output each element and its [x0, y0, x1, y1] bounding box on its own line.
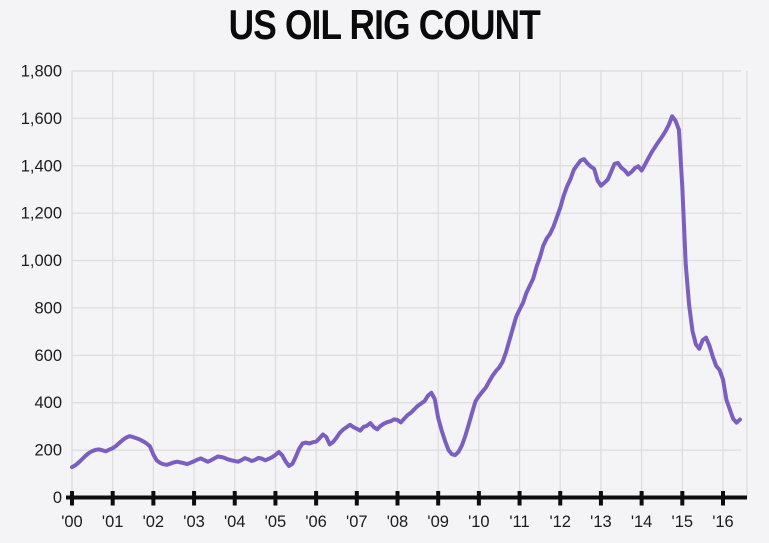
x-tick-label-02: '02 [143, 513, 165, 531]
x-tick-label-00: '00 [61, 513, 83, 531]
x-tick-label-13: '13 [590, 513, 612, 531]
y-tick-label-200: 200 [34, 442, 62, 460]
y-tick-label-1200: 1,200 [21, 205, 62, 223]
x-tick-label-10: '10 [468, 513, 490, 531]
x-tick-label-16: '16 [712, 513, 734, 531]
y-tick-label-800: 800 [34, 299, 62, 317]
y-tick-label-400: 400 [34, 394, 62, 412]
y-tick-label-1000: 1,000 [21, 252, 62, 270]
x-tick-label-08: '08 [387, 513, 409, 531]
x-tick-label-04: '04 [224, 513, 246, 531]
chart-title: US OIL RIG COUNT [0, 1, 769, 48]
x-tick-label-07: '07 [346, 513, 368, 531]
y-tick-label-1800: 1,800 [21, 63, 62, 81]
x-tick-label-15: '15 [672, 513, 694, 531]
x-tick-label-05: '05 [265, 513, 287, 531]
y-tick-label-600: 600 [34, 347, 62, 365]
x-tick-label-06: '06 [305, 513, 327, 531]
x-tick-label-12: '12 [549, 513, 571, 531]
x-tick-label-09: '09 [427, 513, 449, 531]
x-tick-label-01: '01 [102, 513, 124, 531]
y-tick-label-1600: 1,600 [21, 110, 62, 128]
x-tick-label-03: '03 [183, 513, 205, 531]
x-tick-label-11: '11 [509, 513, 529, 531]
y-tick-label-0: 0 [53, 489, 62, 507]
chart-title-text: US OIL RIG COUNT [228, 1, 541, 48]
y-tick-label-1400: 1,400 [21, 157, 62, 175]
x-tick-label-14: '14 [631, 513, 653, 531]
rig-count-line [70, 114, 742, 470]
